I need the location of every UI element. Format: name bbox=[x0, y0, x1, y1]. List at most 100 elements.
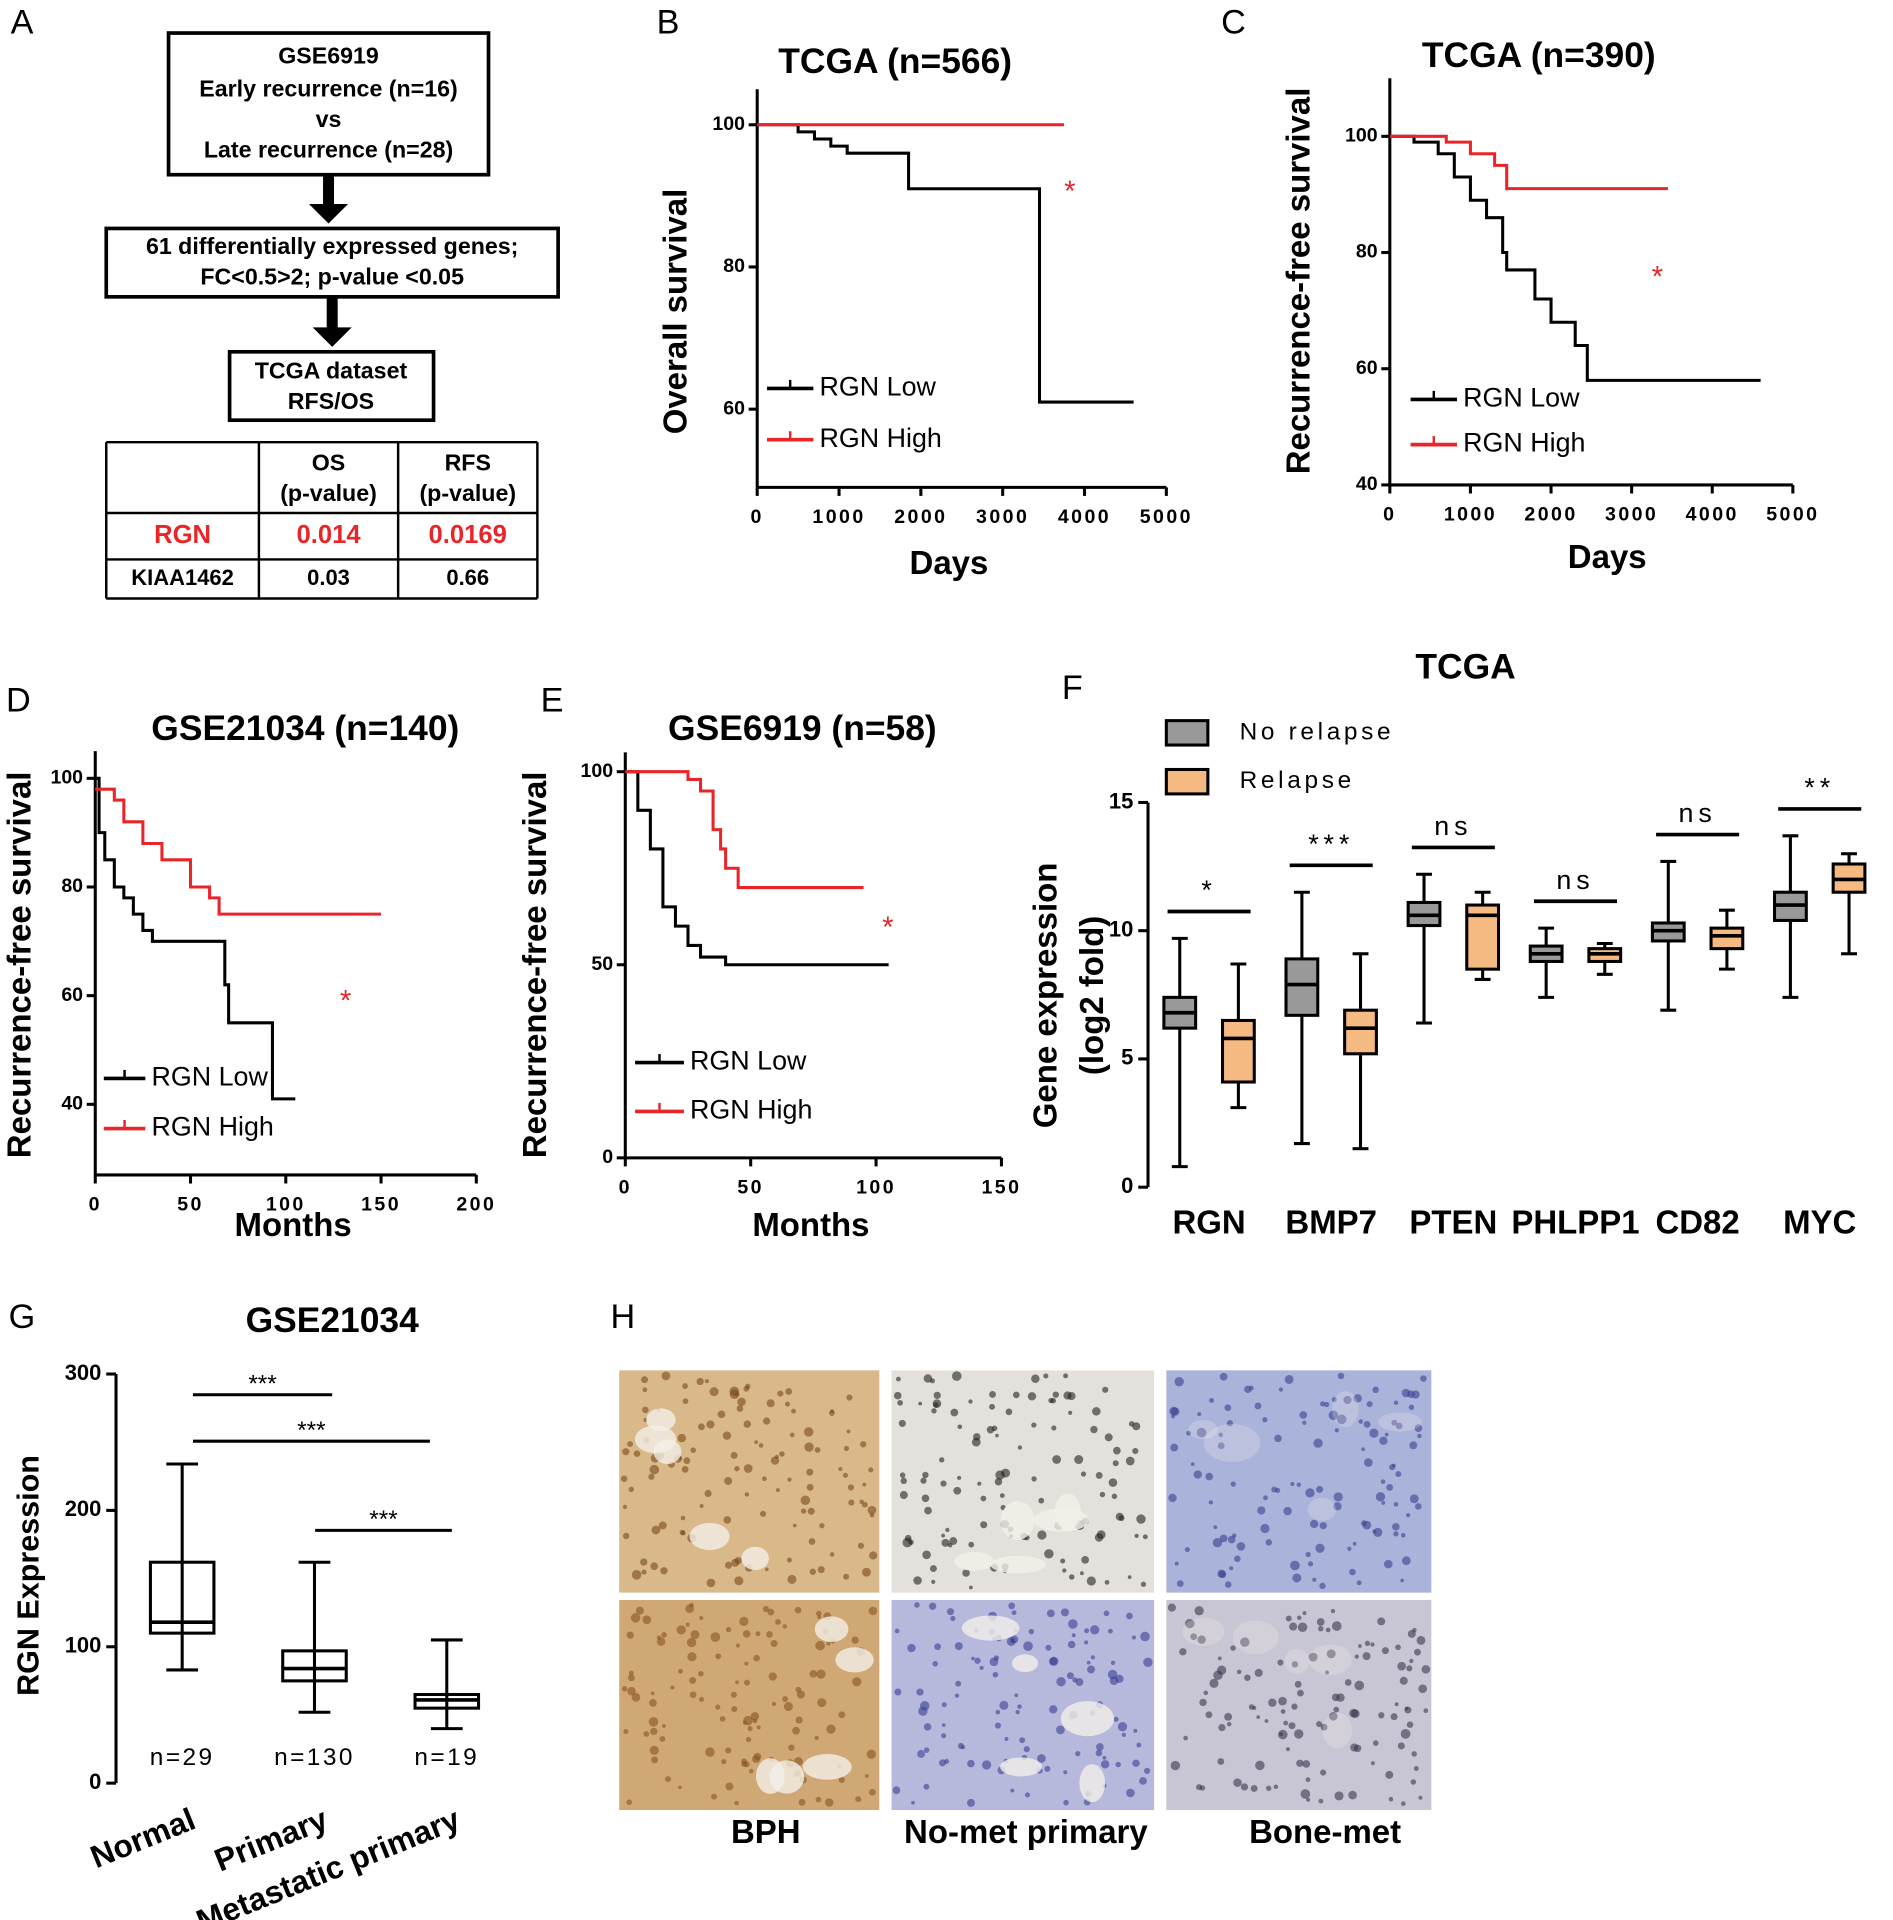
cell-nucleus bbox=[929, 1565, 937, 1573]
cell-nucleus bbox=[1017, 1445, 1023, 1450]
cell-nucleus bbox=[1343, 1395, 1352, 1405]
cell-nucleus bbox=[696, 1377, 704, 1386]
cell-nucleus bbox=[626, 1799, 633, 1806]
significance: *** bbox=[297, 1417, 326, 1444]
cell-nucleus bbox=[724, 1561, 733, 1569]
x-tick-label: 5000 bbox=[1766, 504, 1819, 526]
cell-nucleus bbox=[1384, 1432, 1389, 1437]
x-tick-label: 50 bbox=[177, 1194, 204, 1216]
cell-nucleus bbox=[1406, 1665, 1413, 1672]
cell-nucleus bbox=[995, 1433, 999, 1438]
cell-nucleus bbox=[1102, 1755, 1107, 1760]
cell-nucleus bbox=[945, 1527, 950, 1533]
cell-nucleus bbox=[1112, 1460, 1119, 1467]
cell-nucleus bbox=[1170, 1760, 1181, 1771]
cell-nucleus bbox=[1325, 1627, 1331, 1633]
y-tick-label: 60 bbox=[1356, 357, 1378, 379]
x-axis-title: Months bbox=[235, 1206, 352, 1243]
x-tick-label: 200 bbox=[456, 1194, 496, 1216]
survival-curve bbox=[625, 770, 889, 967]
cell-nucleus bbox=[940, 1480, 947, 1487]
panel-label: D bbox=[6, 681, 31, 719]
cell-nucleus bbox=[775, 1488, 780, 1493]
cell-nucleus bbox=[1086, 1576, 1096, 1586]
cell-nucleus bbox=[755, 1631, 761, 1637]
cell-nucleus bbox=[1196, 1784, 1203, 1791]
cell-nucleus bbox=[722, 1431, 732, 1440]
cell-nucleus bbox=[690, 1630, 700, 1640]
cell-nucleus bbox=[860, 1441, 867, 1448]
cell-nucleus bbox=[1115, 1761, 1121, 1768]
cell-nucleus bbox=[941, 1702, 947, 1708]
cell-nucleus bbox=[1410, 1779, 1417, 1785]
box bbox=[1343, 1008, 1378, 1056]
cell-nucleus bbox=[792, 1523, 797, 1528]
cell-nucleus bbox=[1095, 1471, 1103, 1479]
cell-nucleus bbox=[1229, 1566, 1234, 1571]
cell-nucleus bbox=[1273, 1784, 1279, 1790]
cell-nucleus bbox=[715, 1704, 721, 1710]
cell-nucleus bbox=[1132, 1422, 1141, 1431]
cell-nucleus bbox=[622, 1532, 630, 1540]
cell-nucleus bbox=[859, 1499, 864, 1505]
cell-nucleus bbox=[921, 1494, 930, 1503]
cell-nucleus bbox=[650, 1562, 659, 1571]
legend-label: RGN High bbox=[151, 1112, 273, 1142]
cell-nucleus bbox=[911, 1800, 915, 1805]
gland bbox=[1000, 1757, 1043, 1777]
cell-nucleus bbox=[1333, 1706, 1340, 1713]
cell-nucleus bbox=[1108, 1478, 1118, 1487]
cell-nucleus bbox=[1132, 1759, 1140, 1767]
cell-nucleus bbox=[767, 1608, 775, 1616]
x-tick-label: 1000 bbox=[812, 506, 865, 528]
significance: ns bbox=[1679, 798, 1717, 828]
significance: *** bbox=[1308, 829, 1354, 859]
cell-nucleus bbox=[894, 1688, 902, 1696]
cell-nucleus bbox=[1062, 1568, 1067, 1573]
cell-nucleus bbox=[1168, 1493, 1177, 1503]
x-tick-label: Normal bbox=[85, 1801, 200, 1875]
cell-nucleus bbox=[1305, 1551, 1311, 1558]
x-axis-title: Days bbox=[1568, 538, 1647, 575]
cell-nucleus bbox=[649, 1745, 659, 1755]
cell-nucleus bbox=[1349, 1708, 1359, 1718]
legend-label: RGN High bbox=[1463, 428, 1585, 458]
image-label: Bone-met bbox=[1249, 1813, 1401, 1850]
cell-nucleus bbox=[651, 1525, 661, 1535]
significance: * bbox=[882, 911, 893, 944]
y-tick-label: 100 bbox=[65, 1633, 102, 1658]
cell-nucleus bbox=[1133, 1728, 1138, 1733]
cell-nucleus bbox=[1205, 1711, 1213, 1719]
box bbox=[1709, 926, 1745, 951]
cell-nucleus bbox=[1388, 1796, 1394, 1802]
cell-nucleus bbox=[620, 1475, 628, 1482]
cell-nucleus bbox=[1233, 1778, 1242, 1787]
cell-nucleus bbox=[734, 1465, 740, 1472]
y-tick-label: 40 bbox=[1356, 473, 1378, 495]
cell-nucleus bbox=[756, 1725, 761, 1730]
cell-nucleus bbox=[1413, 1766, 1419, 1772]
cell-nucleus bbox=[1066, 1672, 1074, 1680]
x-tick-label: PHLPP1 bbox=[1511, 1204, 1639, 1241]
cell-nucleus bbox=[1381, 1500, 1386, 1505]
gland bbox=[835, 1647, 874, 1673]
cell-nucleus bbox=[843, 1573, 850, 1580]
cell-nucleus bbox=[1331, 1621, 1342, 1631]
cell-nucleus bbox=[957, 1475, 962, 1480]
cell-nucleus bbox=[1268, 1698, 1277, 1707]
cell-nucleus bbox=[1087, 1665, 1096, 1674]
cell-nucleus bbox=[892, 1786, 901, 1795]
cell-nucleus bbox=[1115, 1512, 1124, 1521]
cell-nucleus bbox=[928, 1602, 937, 1610]
cell-nucleus bbox=[1090, 1425, 1098, 1434]
significance: ns bbox=[1556, 865, 1594, 895]
cell-nucleus bbox=[968, 1585, 973, 1590]
cell-nucleus bbox=[649, 1464, 660, 1475]
cell-nucleus bbox=[1208, 1500, 1214, 1505]
y-tick-label: 40 bbox=[61, 1092, 83, 1114]
cell-nucleus bbox=[867, 1505, 877, 1515]
cell-nucleus bbox=[1318, 1798, 1324, 1804]
chart-title: GSE6919 (n=58) bbox=[668, 708, 937, 748]
y-tick-label: 50 bbox=[591, 953, 613, 975]
significance: * bbox=[1652, 260, 1663, 293]
